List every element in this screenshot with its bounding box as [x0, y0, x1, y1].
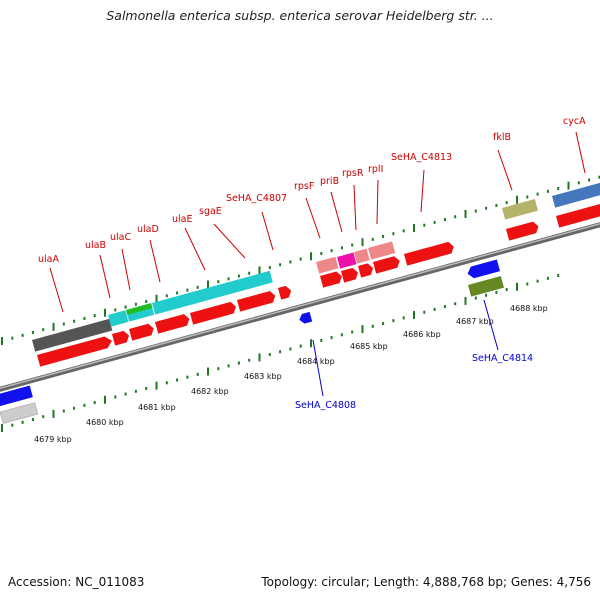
cds-7 [278, 285, 292, 300]
gene-label-SeHA_C4807: SeHA_C4807 [226, 193, 287, 204]
sequence-backbone [0, 222, 600, 392]
accession-text: Accession: NC_011083 [8, 575, 145, 589]
cds-13 [506, 221, 539, 241]
gene-label-ulaE: ulaE [172, 214, 192, 225]
label-leader-line [213, 223, 246, 259]
gene-label-fklB: fklB [493, 132, 511, 143]
label-leader-line [184, 227, 206, 271]
gene-features [0, 180, 600, 424]
cds-3 [129, 323, 154, 341]
gene-label-rpsR: rpsR [342, 168, 364, 179]
gene-label-sgaE: sgaE [199, 206, 222, 217]
gene-rpsF [316, 256, 339, 274]
gene-label-priB: priB [320, 176, 339, 187]
label-leader-line [330, 191, 343, 233]
scale-label: 4679 kbp [34, 435, 72, 444]
label-leader-line [49, 267, 64, 313]
rev-gene-left-blue [0, 385, 33, 407]
reverse-tick-track [1, 273, 560, 432]
reverse-gene-labels: SeHA_C4808 SeHA_C4814 [295, 353, 533, 411]
cds-12 [404, 241, 454, 266]
scale-label: 4682 kbp [191, 387, 229, 396]
gene-priB [337, 252, 357, 269]
gene-label-ulaD: ulaD [137, 224, 159, 235]
cds-5 [190, 301, 236, 325]
label-leader-line [376, 179, 379, 225]
gene-ulaB [108, 310, 129, 327]
scale-label: 4683 kbp [244, 372, 282, 381]
gene-rplI [368, 241, 396, 260]
cds-1 [37, 336, 112, 367]
gene-label-cycA: cycA [563, 116, 586, 127]
gene-rpsR [354, 248, 370, 264]
map-title: Salmonella enterica subsp. enterica sero… [106, 8, 494, 23]
gene-label-rpsF: rpsF [294, 181, 314, 192]
cds-9 [341, 267, 359, 283]
label-leader-line [497, 149, 513, 191]
label-leader-line [483, 299, 499, 351]
gene-label-SeHA_C4814: SeHA_C4814 [472, 353, 533, 364]
scale-label: 4685 kbp [350, 342, 388, 351]
gene-fklB [501, 199, 538, 220]
topology-text: Topology: circular; Length: 4,888,768 bp… [261, 575, 591, 589]
gene-ulaC [125, 303, 155, 322]
cds-2 [112, 330, 130, 346]
scale-label: 4681 kbp [138, 403, 176, 412]
scale-label: 4680 kbp [86, 418, 124, 427]
kbp-scale-labels: 4679 kbp 4680 kbp 4681 kbp 4682 kbp 4683 kbp… [34, 304, 548, 444]
scale-label: 4687 kbp [456, 317, 494, 326]
cds-4 [155, 314, 190, 334]
cds-6 [237, 291, 276, 312]
scale-label: 4686 kbp [403, 330, 441, 339]
gene-ulaA [32, 318, 113, 352]
label-leader-line [305, 197, 321, 239]
scale-label: 4684 kbp [297, 357, 335, 366]
gene-label-ulaC: ulaC [110, 232, 131, 243]
label-leader-line [121, 248, 131, 291]
cds-14 [556, 200, 600, 228]
forward-tick-track [1, 175, 600, 345]
label-leader-line [261, 211, 274, 251]
label-leader-line [575, 131, 586, 174]
label-leader-line [149, 239, 161, 283]
label-leader-line [420, 169, 425, 213]
label-leader-line [99, 254, 111, 299]
rev-gene-blue-4687 [467, 259, 501, 279]
gene-label-SeHA_C4808: SeHA_C4808 [295, 400, 356, 411]
gene-cycA [552, 180, 600, 208]
label-leader-lines [49, 131, 586, 397]
cds-8 [320, 271, 342, 288]
gene-label-ulaB: ulaB [85, 240, 106, 251]
rev-gene-SeHA_C4814 [468, 276, 504, 297]
cds-11 [373, 256, 400, 274]
rev-gene-left-gray [0, 402, 39, 424]
label-leader-line [312, 339, 324, 397]
gene-label-SeHA_C4813: SeHA_C4813 [391, 152, 452, 163]
gene-label-ulaA: ulaA [38, 254, 59, 265]
label-leader-line [353, 184, 357, 231]
forward-gene-labels: ulaA ulaB ulaC ulaD ulaE sgaE SeHA_C4807 rpsF pr… [38, 116, 586, 265]
gene-label-rplI: rplI [368, 164, 383, 175]
rev-gene-SeHA_C4808 [299, 311, 313, 324]
gene-ulaD-sgaE [152, 270, 273, 315]
scale-label: 4688 kbp [510, 304, 548, 313]
cds-10 [358, 263, 374, 278]
